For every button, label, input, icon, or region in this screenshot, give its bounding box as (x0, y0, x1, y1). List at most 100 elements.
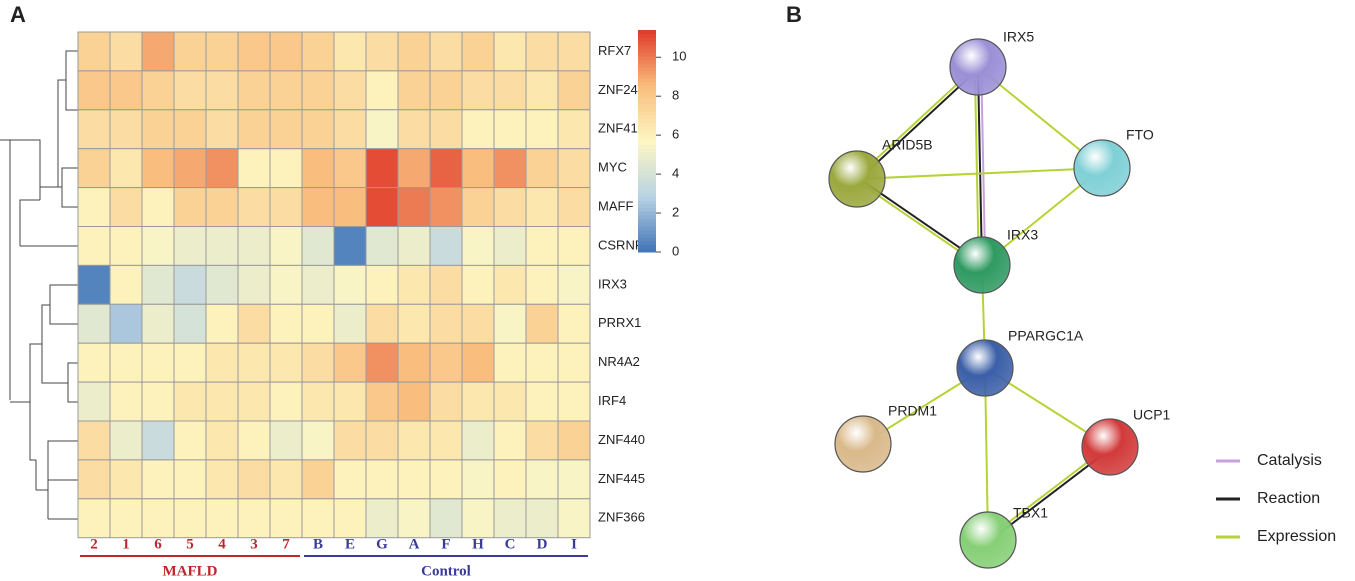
colorbar-segment (638, 85, 656, 90)
heatmap-cell (365, 381, 399, 422)
heatmap-cell (141, 381, 175, 422)
heatmap-cell (77, 70, 111, 111)
heatmap-cell (205, 70, 239, 111)
heatmap-cell (525, 303, 559, 344)
heatmap-cell (77, 109, 111, 150)
network-node (956, 339, 1014, 397)
heatmap-cell (525, 109, 559, 150)
heatmap-cell (173, 226, 207, 266)
colorbar-segment (638, 233, 656, 238)
heatmap-cell (205, 31, 239, 72)
heatmap-cell (557, 342, 591, 383)
colorbar-segment (638, 215, 656, 220)
heatmap-cell (205, 148, 239, 189)
colorbar-segment (638, 240, 656, 246)
heatmap-cell (365, 420, 399, 461)
heatmap-cell (525, 459, 559, 500)
colorbar-segment (638, 107, 656, 112)
node-label: TBX1 (1013, 505, 1048, 521)
heatmap-cell (461, 187, 495, 228)
heatmap-cell (205, 342, 239, 383)
colorbar-segment (638, 74, 656, 79)
heatmap-cell (461, 303, 495, 344)
heatmap-cell (333, 459, 367, 500)
colorbar-segment (638, 211, 656, 216)
colorbar-segment (638, 159, 656, 164)
column-label: E (345, 536, 355, 552)
heatmap-cell (269, 498, 303, 539)
heatmap-cell (109, 148, 143, 189)
heatmap-cell (269, 342, 303, 383)
heatmap-cell (173, 70, 207, 111)
network-node (1073, 139, 1131, 197)
heatmap-cell (493, 381, 527, 422)
heatmap-cell (205, 187, 239, 228)
heatmap-cell (397, 187, 431, 228)
colorbar-segment (638, 181, 656, 186)
heatmap-cell (525, 342, 559, 383)
heatmap-cell (461, 31, 495, 72)
heatmap-cell (397, 498, 431, 539)
colorbar-segment (638, 48, 656, 53)
heatmap-cell (77, 498, 111, 539)
colorbar-segment (638, 41, 656, 46)
heatmap-cell (205, 109, 239, 150)
colorbar-segment (638, 237, 656, 242)
column-label: 6 (154, 536, 162, 552)
row-label: MYC (598, 160, 627, 175)
column-label: 1 (122, 536, 130, 552)
colorbar-tick-label: 6 (672, 127, 679, 142)
group-label: Control (421, 563, 471, 579)
colorbar-segment (638, 141, 656, 146)
network-node (949, 38, 1007, 96)
heatmap-cell (365, 109, 399, 150)
heatmap-cell (237, 498, 271, 539)
panel-label: B (786, 2, 802, 27)
heatmap-cell (141, 342, 175, 383)
heatmap-cell (301, 226, 335, 266)
colorbar-segment (638, 96, 656, 101)
heatmap-cell (109, 381, 143, 422)
heatmap-cell (333, 109, 367, 150)
colorbar-segment (638, 30, 656, 35)
heatmap-cell (429, 303, 463, 344)
network-node (834, 415, 892, 473)
heatmap-cell (557, 148, 591, 189)
heatmap-cell (205, 264, 239, 305)
heatmap-cell (109, 303, 143, 344)
colorbar-segment (638, 185, 656, 190)
heatmap-cell (461, 498, 495, 539)
heatmap-cell (301, 420, 335, 461)
heatmap-cell (333, 342, 367, 383)
heatmap-cell (429, 148, 463, 189)
heatmap-cell (141, 187, 175, 228)
row-label: ZNF445 (598, 471, 645, 486)
group-label: MAFLD (163, 563, 218, 579)
heatmap-cell (173, 420, 207, 461)
colorbar-segment (638, 59, 656, 64)
colorbar-segment (638, 133, 656, 138)
heatmap-cell (365, 31, 399, 72)
row-label: ZNF41 (598, 121, 638, 136)
row-label: ZNF248 (598, 82, 645, 97)
heatmap-cell (461, 264, 495, 305)
heatmap-cell (109, 31, 143, 72)
heatmap-cell (237, 420, 271, 461)
heatmap-cell (397, 381, 431, 422)
heatmap-cell (493, 187, 527, 228)
heatmap-cell (493, 459, 527, 500)
colorbar-tick-label: 2 (672, 204, 679, 219)
colorbar-segment (638, 115, 656, 120)
heatmap-cell (77, 303, 111, 344)
heatmap-cell (237, 342, 271, 383)
heatmap-cell (429, 187, 463, 228)
colorbar-segment (638, 33, 656, 38)
row-label: ZNF366 (598, 510, 645, 525)
colorbar-segment (638, 152, 656, 157)
network-edge (984, 367, 989, 541)
heatmap-cell (333, 303, 367, 344)
colorbar-segment (638, 89, 656, 94)
heatmap-cell (397, 148, 431, 189)
heatmap-cell (109, 420, 143, 461)
column-label: 3 (250, 536, 258, 552)
